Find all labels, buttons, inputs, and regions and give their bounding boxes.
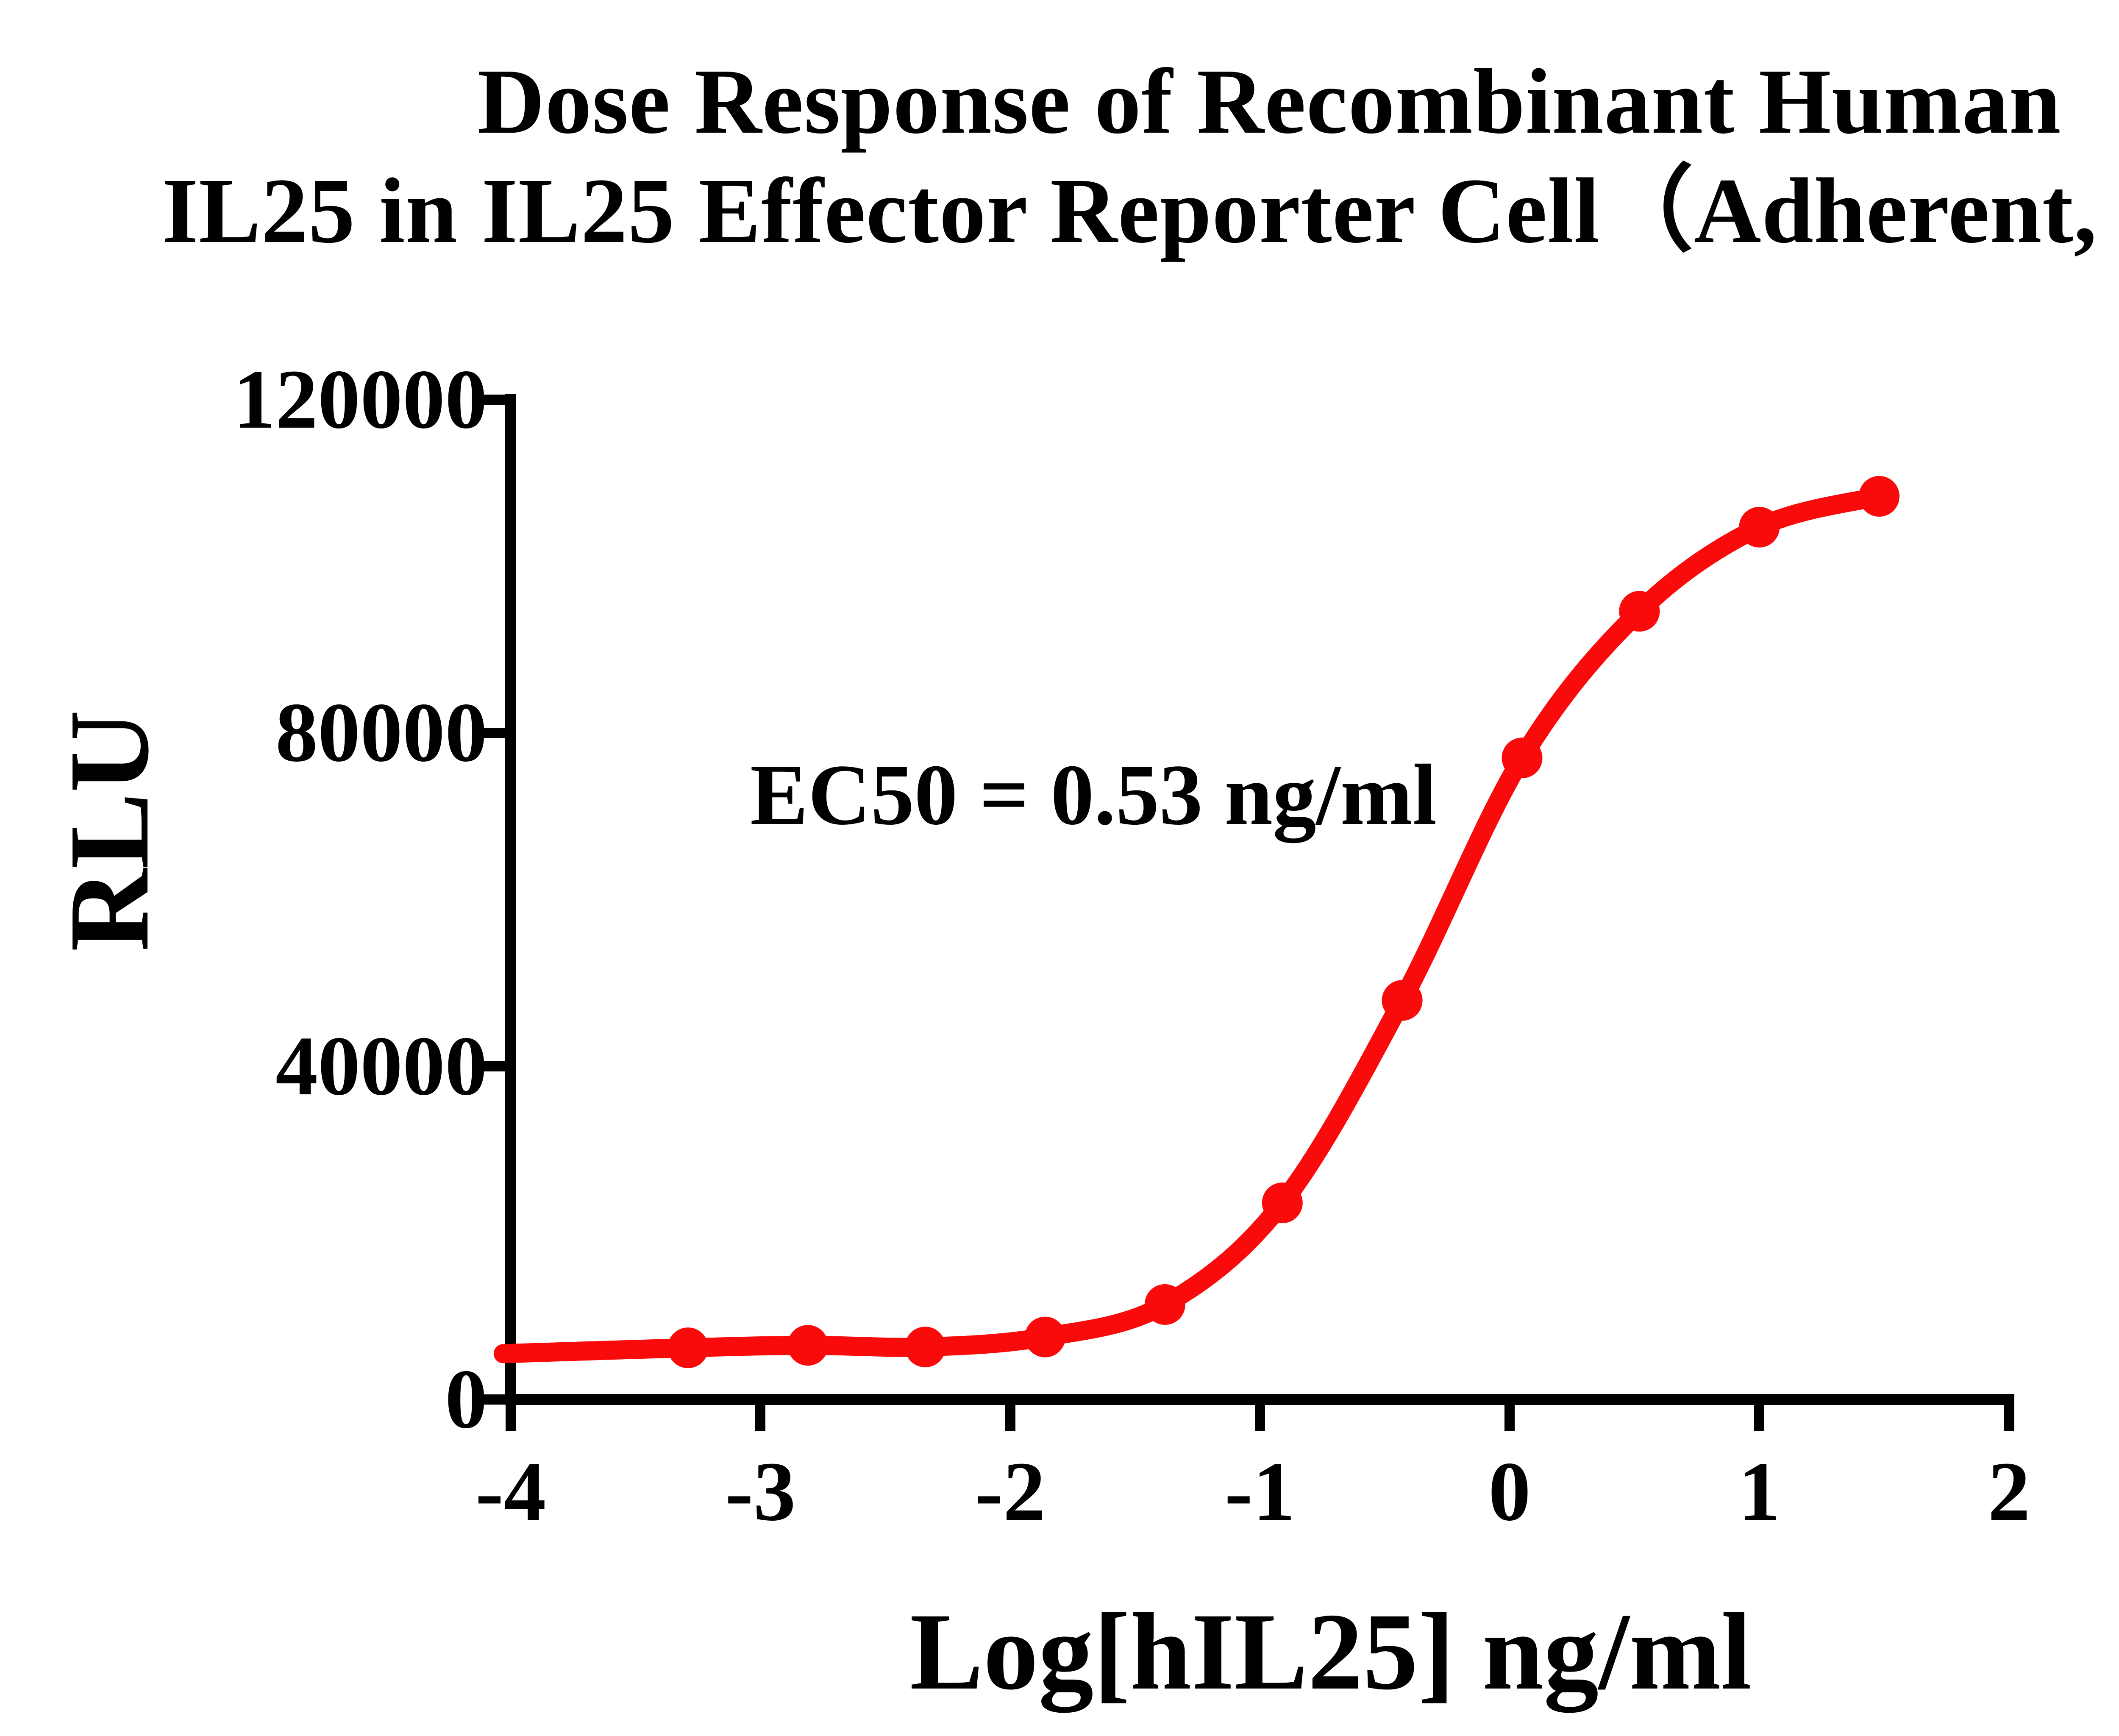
x-axis-line (505, 1394, 2014, 1405)
ec50-annotation: EC50 = 0.53 ng/ml (750, 747, 1437, 843)
data-point (787, 1325, 829, 1366)
x-tick-label: -3 (725, 1445, 796, 1538)
x-tick-mark (755, 1405, 766, 1431)
x-tick-mark (1754, 1405, 1765, 1431)
y-tick-label: 40000 (275, 1019, 487, 1113)
x-tick-label: -4 (475, 1445, 546, 1538)
x-tick-label: 0 (1488, 1445, 1531, 1538)
data-point (1025, 1316, 1065, 1358)
y-tick-label: 80000 (275, 686, 487, 780)
data-point (1382, 980, 1423, 1021)
dose-response-curve (493, 487, 1889, 1363)
x-tick-label: 2 (1988, 1445, 2030, 1538)
x-tick-mark (506, 1405, 516, 1431)
x-tick-mark (1504, 1405, 1515, 1431)
data-point (1739, 506, 1780, 548)
y-tick-label: 120000 (233, 353, 487, 446)
x-axis-title: Log[hIL25] ng/ml (909, 1591, 1752, 1713)
y-tick-mark (479, 1061, 505, 1071)
data-point (1144, 1284, 1185, 1325)
data-point (1619, 591, 1660, 632)
x-tick-label: -1 (1224, 1445, 1296, 1538)
data-point (1262, 1182, 1303, 1224)
x-tick-mark (2004, 1405, 2014, 1431)
y-tick-mark (479, 395, 505, 405)
x-tick-label: 1 (1738, 1445, 1781, 1538)
data-point (667, 1327, 709, 1369)
y-tick-mark (479, 1394, 505, 1405)
chart-title-line2: IL25 in IL25 Effector Reporter Cell（Adhe… (162, 159, 2119, 262)
data-point (1859, 476, 1900, 517)
data-point (1502, 737, 1543, 779)
x-tick-mark (1254, 1405, 1265, 1431)
y-axis-line (505, 394, 516, 1405)
chart-title: Dose Response of Recombinant Human IL25 … (49, 47, 2119, 265)
y-tick-label: 0 (445, 1352, 487, 1446)
data-point (905, 1327, 946, 1368)
chart-title-line1: Dose Response of Recombinant Human (477, 50, 2061, 153)
x-tick-mark (1005, 1405, 1015, 1431)
y-tick-mark (479, 728, 505, 738)
x-tick-label: -2 (975, 1445, 1046, 1538)
